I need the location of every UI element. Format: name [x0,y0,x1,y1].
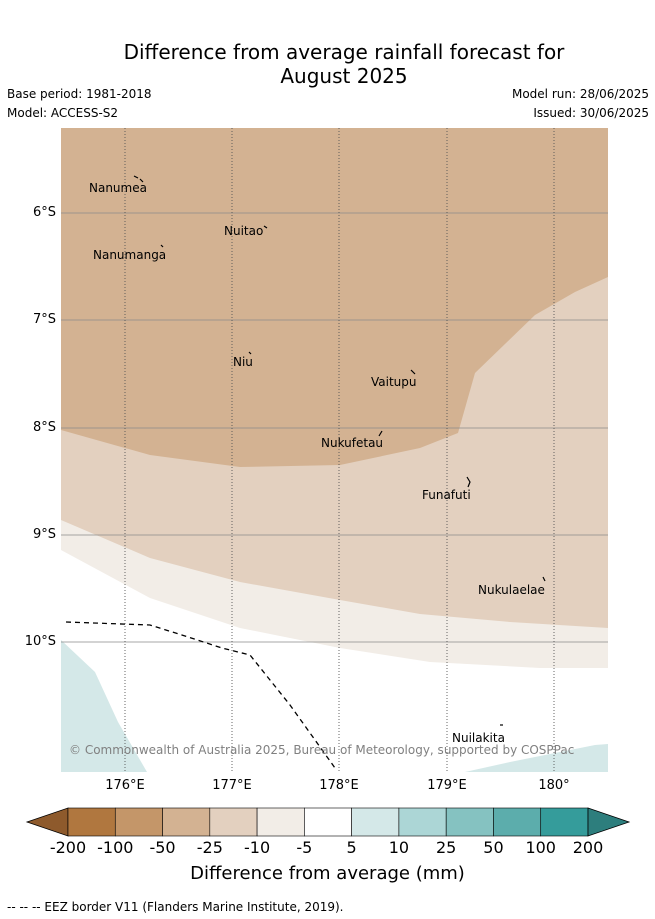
place-label-funafuti: Funafuti [422,488,471,502]
place-label-nuitao: Nuitao [224,224,264,238]
copyright-notice: © Commonwealth of Australia 2025, Bureau… [69,743,575,757]
colorbar-cell [398,807,447,837]
island-nanumea [133,175,144,183]
eez-border-line [65,621,336,769]
colorbar-tick-label: 25 [435,838,457,857]
place-label-nanumanga: Nanumanga [93,248,167,262]
colorbar-cell [209,807,258,837]
issued-date: Issued: 30/06/2025 [533,106,649,120]
rainfall-band-plus5-left [61,640,147,772]
colorbar-cell [493,807,542,837]
colorbar-extend-high [587,807,631,837]
place-label-vaitupu: Vaitupu [371,375,417,389]
colorbar-tick-label: -50 [149,838,176,857]
place-label-nuilakita: Nuilakita [452,731,505,745]
lat-label-6s: 6°S [32,205,56,220]
base-period: Base period: 1981-2018 [7,87,152,101]
island-nukufetau [378,430,383,437]
model-name: Model: ACCESS-S2 [7,106,119,120]
lon-label-180: 180° [538,778,570,793]
colorbar-cell [162,807,211,837]
colorbar-cell [351,807,400,837]
colorbar-tick-label: 5 [346,838,357,857]
title-line-2: August 2025 [280,64,408,88]
lon-label-178e: 178°E [319,778,359,793]
colorbar-title: Difference from average (mm) [190,863,465,884]
lat-label-10s: 10°S [24,634,56,649]
colorbar-tick-label: 200 [572,838,604,857]
colorbar-cell [114,807,163,837]
lat-label-9s: 9°S [32,527,56,542]
colorbar-cell [445,807,494,837]
island-vaitupu [410,369,416,375]
islands [133,175,546,726]
colorbar-tick-label: 10 [388,838,410,857]
latitude-gridlines [61,212,608,643]
longitude-gridlines [124,128,555,772]
colorbar-tick-label: 50 [483,838,504,857]
eez-footnote: -- -- -- EEZ border V11 (Flanders Marine… [7,900,344,914]
lon-label-176e: 176°E [105,778,145,793]
island-nukulaelae [542,576,546,582]
colorbar-tick-label: 100 [525,838,556,857]
colorbar [25,807,631,837]
colorbar-tick-label: -5 [296,838,313,857]
rainfall-band-plus5-right [465,744,608,772]
island-nuitao [263,225,268,229]
lon-label-177e: 177°E [212,778,252,793]
colorbar-tick-label: -25 [196,838,223,857]
colorbar-tick-label: -10 [244,838,271,857]
colorbar-cell [540,807,589,837]
place-label-nanumea: Nanumea [89,181,147,195]
colorbar-cell [256,807,305,837]
island-nanumanga [160,244,164,248]
colorbar-cell [304,807,352,837]
model-run: Model run: 28/06/2025 [511,87,649,101]
chart-title: Difference from average rainfall forecas… [0,40,655,88]
colorbar-extend-low [25,807,69,837]
colorbar-tick-label: -200 [49,838,87,857]
colorbar-cell [67,807,116,837]
colorbar-tick-label: -100 [97,838,134,857]
title-line-1: Difference from average rainfall forecas… [123,40,565,64]
lat-label-7s: 7°S [32,312,56,327]
place-label-nukulaelae: Nukulaelae [478,583,545,597]
island-funafuti [466,476,471,488]
lat-label-8s: 8°S [32,420,56,435]
place-label-nukufetau: Nukufetau [321,436,384,450]
lon-label-179e: 179°E [427,778,467,793]
place-label-niu: Niu [233,355,253,369]
island-niu [248,351,252,355]
